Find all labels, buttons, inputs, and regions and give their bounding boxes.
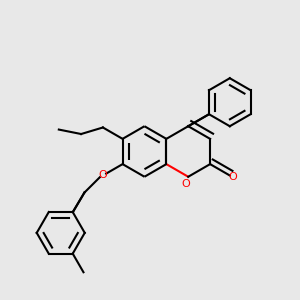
Text: O: O bbox=[99, 170, 107, 180]
Text: O: O bbox=[228, 172, 237, 182]
Text: O: O bbox=[181, 179, 190, 189]
